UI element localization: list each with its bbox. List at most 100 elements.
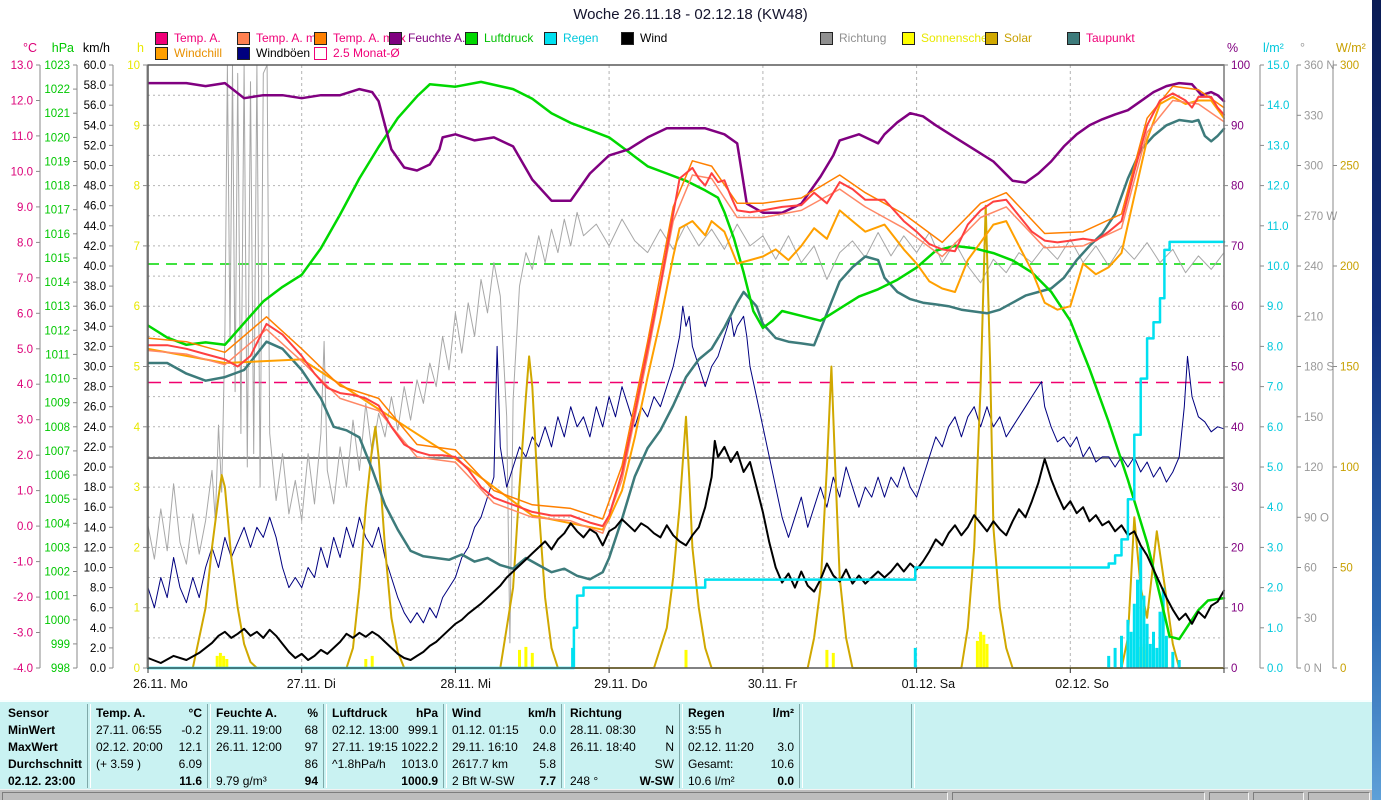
status-panel-3 [1209, 792, 1249, 800]
svg-text:240: 240 [1304, 261, 1323, 273]
series-luftdruck [146, 80, 1226, 641]
svg-text:34.0: 34.0 [84, 321, 106, 333]
svg-text:50.0: 50.0 [84, 161, 106, 173]
svg-text:1023: 1023 [44, 60, 70, 72]
table-column-regen: Regen l/m² 3:55 h 02.12. 11:20 3.0 Gesamt: 10.… [684, 705, 798, 789]
svg-text:15.0: 15.0 [1267, 60, 1289, 72]
status-panel-1 [2, 792, 948, 800]
table-row: 3:55 h [688, 723, 722, 737]
table-row-header: Durchschnitt [8, 757, 83, 771]
svg-text:90 O: 90 O [1304, 512, 1329, 524]
svg-text:11.0: 11.0 [1267, 221, 1289, 233]
svg-text:1004: 1004 [44, 518, 70, 530]
svg-text:150: 150 [1340, 362, 1359, 374]
svg-text:4.0: 4.0 [90, 623, 106, 635]
day-label: 30.11. Fr [748, 677, 797, 691]
svg-text:210: 210 [1304, 311, 1323, 323]
svg-text:-3.0: -3.0 [13, 628, 33, 640]
table-row: 02.12. 13:00 999.1 [332, 723, 438, 737]
table-row: 29.11. 19:00 68 [216, 723, 318, 737]
svg-text:70: 70 [1231, 241, 1244, 253]
table-row: 02.12. 20:00 12.1 [96, 740, 202, 754]
table-row-header: 02.12. 23:00 [8, 774, 76, 788]
table-row-header: MinWert [8, 723, 56, 737]
series-richtung [147, 64, 1225, 644]
legend-item-windb-en: Windböen [237, 46, 310, 60]
svg-text:4.0: 4.0 [1267, 502, 1283, 514]
svg-text:32.0: 32.0 [84, 341, 106, 353]
legend-swatch-icon [155, 31, 168, 45]
legend-label: Wind [640, 31, 668, 45]
legend-swatch-icon [820, 31, 833, 45]
svg-text:0.0: 0.0 [90, 663, 106, 675]
legend-swatch-icon [465, 31, 478, 45]
svg-text:300: 300 [1340, 60, 1359, 72]
table-row: 26.11. 18:40 N [570, 740, 674, 754]
status-bar [0, 789, 1372, 800]
table-column-header: Feuchte A.% [216, 706, 318, 720]
stats-table: Sensor MinWert MaxWert Durchschnitt 02.12. 2… [0, 700, 1372, 789]
table-row: 248 ° W-SW [570, 774, 674, 788]
legend-label: 2.5 Monat-Ø [333, 46, 400, 60]
table-row: 02.12. 11:20 3.0 [688, 740, 794, 754]
table-row: 1000.9 [401, 774, 438, 788]
svg-text:1000: 1000 [44, 615, 70, 627]
table-column-feuchte-a-: Feuchte A.% 29.11. 19:00 68 26.11. 12:00 97 8… [212, 705, 322, 789]
svg-text:4: 4 [134, 422, 141, 434]
axis-pressure: hPa 1023 1022 1021 1020 1019 1018 1017 1016 1015 1… [44, 41, 78, 675]
svg-text:9.0: 9.0 [1267, 301, 1283, 313]
legend-label: Temp. A. min [256, 31, 326, 45]
table-row: 28.11. 08:30 N [570, 723, 674, 737]
day-label: 28.11. Mi [440, 677, 491, 691]
series-taupunkt [146, 118, 1226, 581]
svg-text:56.0: 56.0 [84, 100, 106, 112]
table-column-separator [323, 704, 327, 788]
legend-label: Regen [563, 31, 599, 45]
svg-text:2: 2 [134, 542, 140, 554]
svg-text:60: 60 [1304, 563, 1317, 575]
svg-text:30.0: 30.0 [84, 362, 106, 374]
svg-text:50: 50 [1231, 362, 1244, 374]
axis-solar: W/m² 300 250 200 150 100 50 0 [1332, 41, 1366, 675]
table-row: 86 [304, 757, 318, 771]
svg-text:1003: 1003 [44, 542, 70, 554]
legend-item-regen: Regen [544, 31, 598, 45]
svg-text:270 W: 270 W [1304, 211, 1337, 223]
table-row: 2 Bft W-SW 7.7 [452, 774, 556, 788]
chart-svg-wrap: °C 13.0 12.0 11.0 10.0 9.0 8.0 7.0 6.0 5.0 4.0 3.0 2… [11, 41, 1366, 691]
svg-text:12.0: 12.0 [84, 542, 106, 554]
svg-text:1022: 1022 [44, 84, 70, 96]
table-row: 11.6 [179, 774, 202, 788]
svg-text:300: 300 [1304, 161, 1323, 173]
svg-text:°C: °C [23, 41, 37, 55]
day-label: 26.11. Mo [133, 677, 188, 691]
legend-label: Temp. A. [174, 31, 221, 45]
svg-text:52.0: 52.0 [84, 140, 106, 152]
svg-text:48.0: 48.0 [84, 181, 106, 193]
legend-item-sonnenschein: Sonnenschein [902, 31, 997, 45]
table-column-richtung: Richtung 28.11. 08:30 N 26.11. 18:40 N SW 248 … [566, 705, 678, 789]
svg-text:6.0: 6.0 [90, 603, 106, 615]
svg-text:3.0: 3.0 [1267, 542, 1283, 554]
svg-text:1008: 1008 [44, 422, 70, 434]
svg-text:10: 10 [127, 60, 140, 72]
table-column-header: Richtung [570, 706, 622, 720]
legend-item-temp-a-max: Temp. A. max [314, 31, 406, 45]
legend-label: Windböen [256, 46, 311, 60]
svg-text:40: 40 [1231, 422, 1244, 434]
legend-swatch-icon [314, 31, 327, 45]
series-regen_rate [571, 547, 1181, 668]
legend-swatch-icon [314, 46, 327, 60]
svg-text:10.0: 10.0 [11, 166, 33, 178]
table-column-separator [443, 704, 447, 788]
table-column-separator [679, 704, 683, 788]
legend-label: Richtung [839, 31, 887, 45]
svg-text:180 S: 180 S [1304, 362, 1334, 374]
svg-text:1001: 1001 [44, 591, 70, 603]
legend-item-2-5-monat-: 2.5 Monat-Ø [314, 46, 400, 60]
svg-text:36.0: 36.0 [84, 301, 106, 313]
legend-item-temp-a-min: Temp. A. min [237, 31, 325, 45]
svg-text:10: 10 [1231, 603, 1244, 615]
svg-text:44.0: 44.0 [84, 221, 106, 233]
series-feuchte [146, 81, 1226, 214]
